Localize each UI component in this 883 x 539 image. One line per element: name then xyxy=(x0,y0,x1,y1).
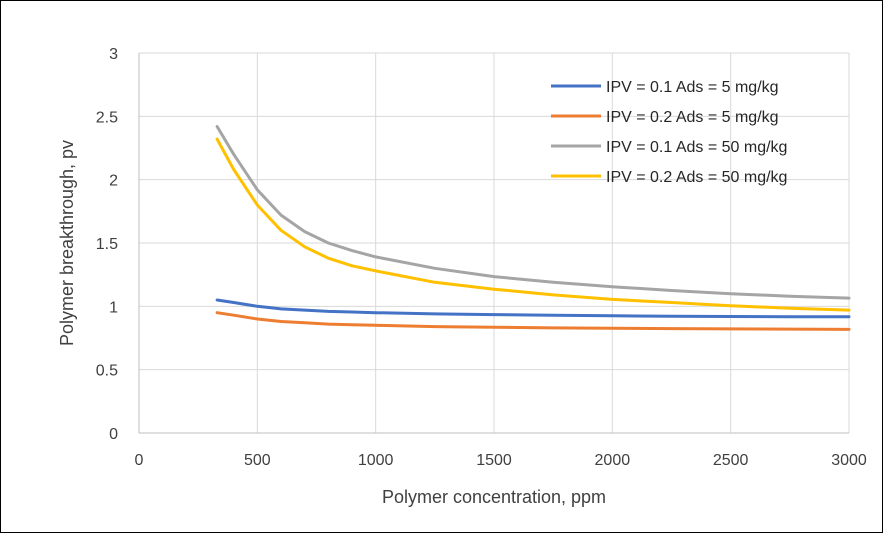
y-tick-label: 3 xyxy=(109,46,118,63)
tick-labels: 0 500 1000 1500 2000 2500 3000 0 0.5 1 1.5 2 2.5 3 xyxy=(96,46,867,469)
legend: IPV = 0.1 Ads = 5 mg/kg IPV = 0.2 Ads = 5… xyxy=(551,79,787,186)
series-line xyxy=(215,137,851,312)
x-tick-label: 3000 xyxy=(831,452,867,469)
gridlines xyxy=(139,52,850,433)
series-line xyxy=(215,311,851,331)
y-axis-title: Polymer breakthrough, pv xyxy=(57,140,77,346)
legend-label: IPV = 0.2 Ads = 50 mg/kg xyxy=(606,169,787,186)
x-tick-label: 2000 xyxy=(595,452,631,469)
series-line xyxy=(215,125,851,300)
x-tick-label: 500 xyxy=(244,452,271,469)
x-axis-title: Polymer concentration, ppm xyxy=(382,487,606,507)
y-tick-label: 2 xyxy=(109,173,118,190)
axes xyxy=(138,53,849,434)
x-tick-label: 1000 xyxy=(358,452,394,469)
y-tick-label: 1.5 xyxy=(96,236,118,253)
series-lines xyxy=(215,125,851,331)
legend-label: IPV = 0.1 Ads = 5 mg/kg xyxy=(606,79,779,96)
y-tick-label: 0 xyxy=(109,426,118,443)
x-tick-label: 2500 xyxy=(713,452,749,469)
series-line xyxy=(215,298,851,319)
y-tick-label: 0.5 xyxy=(96,363,118,380)
legend-label: IPV = 0.2 Ads = 5 mg/kg xyxy=(606,109,779,126)
x-tick-label: 0 xyxy=(135,452,144,469)
x-tick-label: 1500 xyxy=(476,452,512,469)
y-tick-label: 1 xyxy=(109,299,118,316)
legend-label: IPV = 0.1 Ads = 50 mg/kg xyxy=(606,139,787,156)
y-tick-label: 2.5 xyxy=(96,109,118,126)
